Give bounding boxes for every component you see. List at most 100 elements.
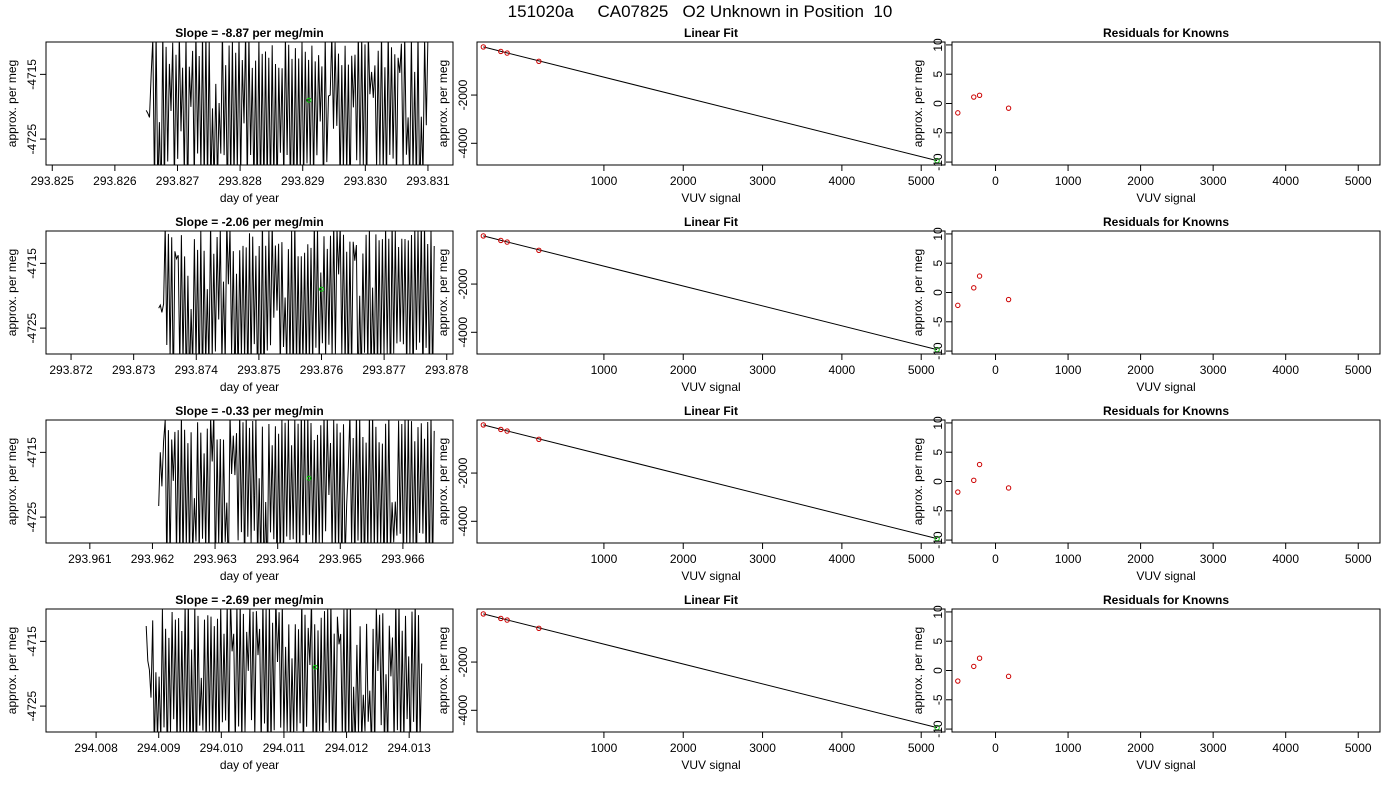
panel-time-series-4: Slope = -2.69 per meg/min 294.008 294.009 2… xyxy=(5,593,454,772)
x-tick-label: 293.878 xyxy=(425,363,469,377)
x-tick-label: 294.010 xyxy=(200,741,244,755)
plot-area xyxy=(158,231,435,354)
known-point xyxy=(480,44,487,50)
plot-frame xyxy=(476,419,946,544)
plot-title: Slope = -2.06 per meg/min xyxy=(175,215,323,229)
x-tick-label: 1000 xyxy=(1055,363,1082,377)
plot-title: Residuals for Knowns xyxy=(1103,593,1229,607)
known-point xyxy=(498,615,504,622)
y-axis-label: approx. per meg xyxy=(5,627,19,714)
residual-point xyxy=(955,489,961,495)
plot-title: Slope = -8.87 per meg/min xyxy=(175,26,323,40)
x-tick-label: 4000 xyxy=(1272,741,1299,755)
residual-point xyxy=(976,655,983,661)
panel-linear-fit-1: Linear Fit 1000 2000 3000 4000 5000 VUV signal… xyxy=(436,26,946,205)
plot-frame xyxy=(476,41,946,166)
fit-line xyxy=(483,235,938,351)
known-point xyxy=(536,436,542,442)
unknown-point xyxy=(934,535,940,542)
x-tick-label: 294.012 xyxy=(325,741,369,755)
y-tick-label: -4000 xyxy=(456,128,470,159)
plot-title: Linear Fit xyxy=(684,593,738,607)
x-tick-label: 1000 xyxy=(1055,741,1082,755)
signal-trace xyxy=(145,42,429,165)
plot-title: Residuals for Knowns xyxy=(1103,26,1229,40)
residual-point xyxy=(976,273,983,279)
x-tick-label: 4000 xyxy=(1272,552,1299,566)
signal-trace xyxy=(145,609,423,732)
y-axis-label: approx. per meg xyxy=(5,249,19,336)
y-tick-label: -10 xyxy=(931,342,945,360)
unknown-point xyxy=(934,346,940,353)
signal-trace xyxy=(158,231,435,354)
known-point xyxy=(504,428,510,434)
y-tick-label: 5 xyxy=(931,638,945,645)
y-axis-label: approx. per meg xyxy=(436,249,450,336)
residual-point xyxy=(971,477,977,484)
y-axis-label: approx. per meg xyxy=(436,627,450,714)
residual-point xyxy=(1005,673,1012,680)
x-tick-label: 293.826 xyxy=(93,174,137,188)
y-tick-label: -4725 xyxy=(25,501,39,532)
known-point xyxy=(498,426,504,433)
x-tick-label: 294.013 xyxy=(387,741,431,755)
y-tick-label: -2000 xyxy=(456,79,470,110)
plot-title: Slope = -2.69 per meg/min xyxy=(175,593,323,607)
y-axis-label: approx. per meg xyxy=(911,438,925,525)
y-tick-label: -10 xyxy=(931,720,945,738)
panel-residuals-1: Residuals for Knowns 0 1000 2000 3000 4000 500… xyxy=(911,26,1381,205)
known-point xyxy=(504,617,510,623)
panel-linear-fit-3: Linear Fit 1000 2000 3000 4000 5000 VUV signal… xyxy=(436,404,946,583)
y-axis-label: approx. per meg xyxy=(911,249,925,336)
x-tick-label: 4000 xyxy=(829,552,856,566)
residual-point xyxy=(976,92,983,99)
x-axis-label: VUV signal xyxy=(681,569,740,583)
x-tick-label: 293.965 xyxy=(319,552,363,566)
y-axis-label: approx. per meg xyxy=(436,438,450,525)
x-tick-label: 2000 xyxy=(1127,363,1154,377)
unknown-point xyxy=(934,724,940,731)
y-tick-label: 10 xyxy=(931,227,945,241)
plot-frame xyxy=(476,230,946,355)
panel-time-series-3: Slope = -0.33 per meg/min 293.961 293.962 2… xyxy=(5,404,454,583)
residual-point xyxy=(955,110,961,116)
x-tick-label: 3000 xyxy=(1200,552,1227,566)
plot-title: Slope = -0.33 per meg/min xyxy=(175,404,323,418)
x-tick-label: 0 xyxy=(992,363,999,377)
y-tick-label: -10 xyxy=(931,531,945,549)
x-tick-label: 293.827 xyxy=(156,174,200,188)
x-tick-label: 5000 xyxy=(908,363,935,377)
y-tick-label: 10 xyxy=(931,605,945,619)
y-axis-label: approx. per meg xyxy=(5,438,19,525)
known-point xyxy=(536,247,542,253)
y-axis-label: approx. per meg xyxy=(911,627,925,714)
x-tick-label: 4000 xyxy=(829,363,856,377)
y-tick-label: -2000 xyxy=(456,457,470,488)
y-tick-label: -4715 xyxy=(25,626,39,657)
x-tick-label: 1000 xyxy=(591,174,618,188)
x-tick-label: 293.830 xyxy=(344,174,388,188)
x-tick-label: 3000 xyxy=(749,174,776,188)
x-tick-label: 293.875 xyxy=(237,363,281,377)
residual-point xyxy=(971,285,977,291)
x-tick-label: 293.873 xyxy=(112,363,156,377)
plot-frame xyxy=(476,608,946,733)
signal-trace xyxy=(158,420,435,543)
plot-area xyxy=(480,233,940,353)
x-tick-label: 293.874 xyxy=(175,363,219,377)
residual-point xyxy=(1005,296,1012,303)
plot-frame xyxy=(951,230,1381,355)
plot-title: Linear Fit xyxy=(684,404,738,418)
x-tick-label: 3000 xyxy=(1200,363,1227,377)
plot-area xyxy=(955,655,1012,684)
known-point xyxy=(480,233,487,239)
panel-time-series-2: Slope = -2.06 per meg/min 293.872 293.873 2… xyxy=(5,215,469,394)
residual-point xyxy=(976,461,983,468)
x-axis-label: VUV signal xyxy=(681,380,740,394)
y-tick-label: 0 xyxy=(931,100,945,107)
plot-area xyxy=(480,611,940,731)
y-tick-label: -4000 xyxy=(456,317,470,348)
x-tick-label: 5000 xyxy=(908,174,935,188)
plot-frame xyxy=(951,608,1381,733)
x-tick-label: 2000 xyxy=(670,741,697,755)
